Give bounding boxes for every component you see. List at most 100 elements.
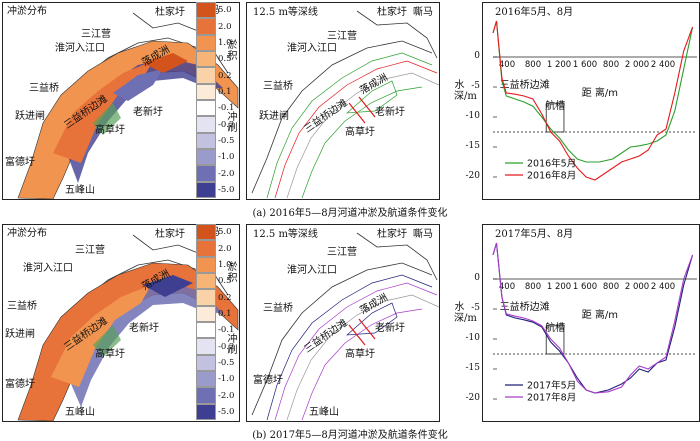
depth-chart-a: 400 800 1 200 1 600 800 2 000 2 400 航槽 三益桥边滩距 离/…	[482, 2, 700, 200]
label-huaihe-b: 淮河入江口	[23, 263, 73, 274]
legend-erosion-label-a: 冲刷	[227, 112, 238, 134]
channel-box	[545, 325, 565, 355]
legend-swatches-b	[196, 224, 216, 420]
legend-swatch	[196, 18, 216, 35]
label-laoxinyu: 老新圩	[133, 107, 163, 118]
legend-swatch	[196, 132, 216, 149]
x-tick-label: 2 400	[651, 60, 675, 70]
y-tick-label-outer: -20	[465, 171, 481, 181]
label-sanyiqiao-b: 三益桥	[7, 301, 37, 312]
label-dujiayu: 杜家圩	[155, 7, 185, 18]
bianbian-label: 三益桥边滩	[500, 300, 550, 313]
c-label-gaocaoyu-b: 高草圩	[345, 349, 375, 360]
c-label-huaihe: 淮河入江口	[287, 43, 337, 54]
c-label-gaocaoyu: 高草圩	[345, 127, 375, 138]
c-label-laoxinyu: 老新圩	[375, 107, 405, 118]
legend-entry: 2016年5月	[527, 158, 576, 170]
legend-swatch	[196, 256, 216, 273]
chart-title-b: 2017年5月、8月	[495, 229, 574, 240]
legend-swatch	[196, 2, 216, 19]
chart-ylabel-b: 水深/m	[454, 302, 477, 324]
legend-tick-label: -1.0	[218, 152, 235, 163]
legend-swatch	[196, 149, 216, 166]
legend-tick-label: 0.1	[218, 86, 232, 97]
series-line	[492, 20, 694, 181]
contour-lines-a	[251, 10, 439, 199]
x-tick-label: 1 200	[547, 282, 571, 292]
c-label-sanyiqiao-b: 三益桥	[263, 303, 293, 314]
label-laoxinyu-b: 老新圩	[129, 323, 159, 334]
x-tick-label: 2 000	[625, 282, 649, 292]
legend-a: 5.0 2.0 1.0 0.5 0.2 0.1 -0.1 -0.2 -0.5 -1.0 -2.0 -5…	[196, 2, 246, 198]
label-sanyiqiao: 三益桥	[29, 83, 59, 94]
x-axis-label: 距 离/m	[582, 308, 618, 321]
river-map-b	[17, 234, 239, 421]
legend-tick-label: -5.0	[218, 406, 235, 417]
series-line	[492, 242, 694, 394]
contour-lines-b	[251, 232, 439, 421]
y-tick-label-outer: -15	[465, 363, 481, 373]
map-title: 冲淤分布	[7, 6, 47, 17]
contour-map-a: 12.5 m等深线 杜家圩 嘶马 三江营 淮河入江口 落成洲 三益桥 三益桥边滩…	[246, 2, 440, 200]
label-sanjiangying-b: 三江营	[75, 245, 105, 256]
legend-ticks-b: 5.0 2.0 1.0 0.5 0.2 0.1 -0.1 -0.2 -0.5 -1.0 -2.0 -5…	[218, 224, 246, 420]
legend-tick-label: -2.0	[218, 390, 235, 401]
legend-swatches-a	[196, 2, 216, 198]
contour-map-b: 12.5 m等深线 杜家圩 嘶马 三江营 淮河入江口 落成洲 三益桥 三益桥边滩…	[246, 224, 440, 422]
y-tick-label-outer: -10	[465, 111, 481, 121]
legend-swatch	[196, 403, 216, 420]
series-line	[492, 20, 694, 163]
c-label-sima: 嘶马	[413, 7, 433, 18]
y-tick-label-outer: 0	[474, 51, 480, 61]
x-tick-label: 2 000	[625, 60, 649, 70]
legend-tick-label: -5.0	[218, 184, 235, 195]
label-fudeyu-b: 富德圩	[5, 379, 35, 390]
legend-swatch	[196, 67, 216, 84]
x-tick-label: 1 600	[573, 60, 597, 70]
caption-a: (a) 2016年5—8月河道冲淤及航道条件变化	[252, 208, 448, 219]
legend-swatch	[196, 371, 216, 388]
y-tick-label-outer: -20	[465, 393, 481, 403]
legend-tick-label: -0.5	[218, 135, 235, 146]
label-gaocaoyu-b: 高草圩	[95, 349, 125, 360]
label-gaocaoyu: 高草圩	[95, 125, 125, 136]
legend-tick-label: 1.0	[218, 259, 232, 270]
legend-swatch	[196, 305, 216, 322]
legend-tick-label: -0.5	[218, 357, 235, 368]
legend-tick-label: -0.2	[218, 119, 235, 130]
y-tick-label-outer: -5	[471, 81, 480, 91]
chart-ylabel-a: 水深/m	[454, 80, 477, 102]
c-label-sanjiangying-b: 三江营	[327, 247, 357, 258]
depth-chart-b: 400 800 1 200 1 600 800 2 000 2 400 航槽 三益桥边滩距 离/…	[482, 224, 700, 422]
contour-title: 12.5 m等深线	[253, 7, 318, 18]
legend-tick-label: -0.1	[218, 325, 235, 336]
c-label-dujiayu: 杜家圩	[377, 7, 407, 18]
legend-deposit-label-b: 淤积	[227, 262, 238, 284]
legend-b: 5.0 2.0 1.0 0.5 0.2 0.1 -0.1 -0.2 -0.5 -1.0 -2.0 -5…	[196, 224, 246, 420]
legend-entry: 2016年8月	[527, 170, 576, 182]
legend-swatch	[196, 100, 216, 117]
legend-tick-label: 0.5	[218, 54, 232, 65]
legend-swatch	[196, 273, 216, 290]
label-sanjiangying: 三江营	[81, 29, 111, 40]
legend-tick-label: 0.2	[218, 70, 232, 81]
legend-tick-label: 2.0	[218, 243, 232, 254]
caption-b: (b) 2017年5—8月河道冲淤及航道条件变化	[252, 430, 448, 441]
legend-entry: 2017年5月	[527, 380, 576, 392]
legend-erosion-label-b: 冲刷	[227, 334, 238, 356]
c-label-wufengshan-b: 五峰山	[309, 407, 339, 418]
legend-swatch	[196, 387, 216, 404]
x-axis-label: 距 离/m	[582, 86, 618, 99]
legend-swatch	[196, 116, 216, 133]
legend-entry: 2017年8月	[527, 392, 576, 404]
legend-tick-label: 0.5	[218, 276, 232, 287]
label-fudeyu: 富德圩	[5, 157, 35, 168]
legend-tick-label: 1.0	[218, 37, 232, 48]
x-tick-label: 800	[603, 60, 619, 70]
label-wufengshan: 五峰山	[65, 185, 95, 196]
legend-ticks-a: 5.0 2.0 1.0 0.5 0.2 0.1 -0.1 -0.2 -0.5 -1.0 -2.0 -5…	[218, 2, 246, 198]
x-tick-label: 400	[499, 282, 515, 292]
x-tick-label: 400	[499, 60, 515, 70]
legend-swatch	[196, 289, 216, 306]
